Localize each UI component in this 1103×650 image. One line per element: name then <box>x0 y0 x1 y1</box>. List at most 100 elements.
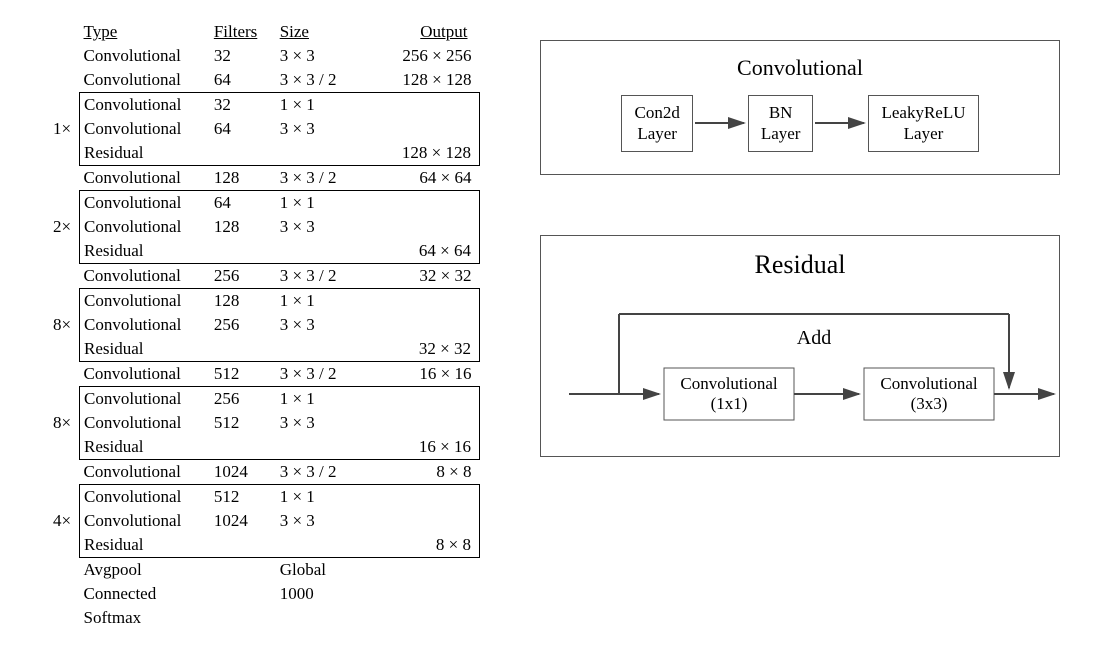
cell <box>370 313 480 337</box>
table-row: Residual128 × 128 <box>40 141 480 166</box>
col-size: Size <box>276 20 370 44</box>
table-row: Convolutional643 × 3 / 2128 × 128 <box>40 68 480 93</box>
svg-text:(3x3): (3x3) <box>911 394 948 413</box>
cell <box>370 215 480 239</box>
cell <box>210 141 276 166</box>
cell: 512 <box>210 485 276 510</box>
cell: 256 <box>210 264 276 289</box>
cell: 3 × 3 <box>276 313 370 337</box>
col-output: Output <box>370 20 480 44</box>
multiplier-cell <box>40 533 80 558</box>
cell: Convolutional <box>80 68 210 93</box>
cell: 32 <box>210 44 276 68</box>
cell: Convolutional <box>80 166 210 191</box>
cell: 3 × 3 / 2 <box>276 460 370 485</box>
cell <box>210 582 276 606</box>
table-row: Convolutional641 × 1 <box>40 191 480 216</box>
multiplier-cell <box>40 337 80 362</box>
table-row: Convolutional2563 × 3 / 232 × 32 <box>40 264 480 289</box>
table-row: Convolutional10243 × 3 / 28 × 8 <box>40 460 480 485</box>
cell: Convolutional <box>80 460 210 485</box>
cell <box>370 387 480 412</box>
cell: 32 <box>210 93 276 118</box>
table-row: Softmax <box>40 606 480 630</box>
cell: Convolutional <box>80 509 210 533</box>
arrow-icon <box>813 116 868 130</box>
multiplier-cell <box>40 191 80 216</box>
multiplier-cell <box>40 93 80 118</box>
cell: 1 × 1 <box>276 191 370 216</box>
cell <box>370 93 480 118</box>
svg-text:(1x1): (1x1) <box>711 394 748 413</box>
table-row: 1×Convolutional643 × 3 <box>40 117 480 141</box>
residual-svg: Add Convolutional (1x1) Convolutional (3… <box>559 294 1059 434</box>
cell: Convolutional <box>80 264 210 289</box>
architecture-table-panel: Type Filters Size Output Convolutional32… <box>40 20 480 630</box>
cell: 32 × 32 <box>370 337 480 362</box>
residual-block-diagram: Residual Add Convolutional (1x1) <box>540 235 1060 457</box>
arrow-icon <box>693 116 748 130</box>
col-type: Type <box>80 20 210 44</box>
multiplier-cell <box>40 387 80 412</box>
cell: 3 × 3 <box>276 44 370 68</box>
residual-title: Residual <box>559 250 1041 280</box>
cell: Residual <box>80 239 210 264</box>
multiplier-cell <box>40 141 80 166</box>
table-row: Convolutional1283 × 3 / 264 × 64 <box>40 166 480 191</box>
multiplier-cell: 8× <box>40 313 80 337</box>
cell: 1024 <box>210 460 276 485</box>
cell: Convolutional <box>80 289 210 314</box>
cell: Convolutional <box>80 387 210 412</box>
cell: 1024 <box>210 509 276 533</box>
cell <box>370 411 480 435</box>
svg-text:Add: Add <box>797 327 831 349</box>
multiplier-cell <box>40 44 80 68</box>
cell: 64 <box>210 191 276 216</box>
cell <box>370 289 480 314</box>
cell: Softmax <box>80 606 210 630</box>
cell <box>370 509 480 533</box>
cell: 8 × 8 <box>370 460 480 485</box>
multiplier-cell <box>40 582 80 606</box>
cell: Convolutional <box>80 117 210 141</box>
block-node: LeakyReLULayer <box>868 95 978 152</box>
cell <box>370 558 480 583</box>
cell: 128 <box>210 289 276 314</box>
cell: Residual <box>80 533 210 558</box>
cell <box>370 191 480 216</box>
svg-text:Convolutional: Convolutional <box>680 374 778 393</box>
cell <box>210 239 276 264</box>
cell <box>210 533 276 558</box>
cell: 32 × 32 <box>370 264 480 289</box>
cell: 16 × 16 <box>370 435 480 460</box>
multiplier-cell <box>40 264 80 289</box>
multiplier-cell <box>40 460 80 485</box>
table-row: 8×Convolutional2563 × 3 <box>40 313 480 337</box>
cell <box>370 606 480 630</box>
cell: Residual <box>80 337 210 362</box>
cell <box>276 606 370 630</box>
cell: 1000 <box>276 582 370 606</box>
cell: 512 <box>210 411 276 435</box>
cell <box>276 337 370 362</box>
cell: 128 <box>210 215 276 239</box>
cell <box>210 558 276 583</box>
cell: Avgpool <box>80 558 210 583</box>
cell: 64 <box>210 68 276 93</box>
cell: 1 × 1 <box>276 93 370 118</box>
convolutional-block-diagram: Convolutional Con2dLayerBNLayerLeakyReLU… <box>540 40 1060 175</box>
table-row: Convolutional1281 × 1 <box>40 289 480 314</box>
table-row: 8×Convolutional5123 × 3 <box>40 411 480 435</box>
cell <box>276 435 370 460</box>
multiplier-cell <box>40 239 80 264</box>
table-row: AvgpoolGlobal <box>40 558 480 583</box>
cell: 3 × 3 / 2 <box>276 362 370 387</box>
cell: Convolutional <box>80 411 210 435</box>
multiplier-cell: 4× <box>40 509 80 533</box>
cell: Convolutional <box>80 93 210 118</box>
cell: 3 × 3 <box>276 117 370 141</box>
cell: 1 × 1 <box>276 289 370 314</box>
multiplier-cell <box>40 289 80 314</box>
multiplier-cell <box>40 362 80 387</box>
multiplier-cell <box>40 435 80 460</box>
